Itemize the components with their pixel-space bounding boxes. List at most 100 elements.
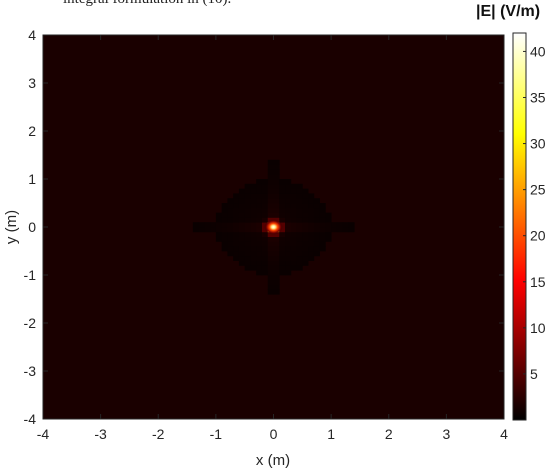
heatmap-cell [267,179,274,185]
heatmap-cell [267,164,274,170]
heatmap-cell [279,198,286,204]
heatmap-cell [313,217,320,223]
heatmap-cell [313,246,320,252]
y-tick-label: 0 [28,219,36,235]
heatmap-cell [279,265,286,271]
heatmap-cell [244,241,251,247]
heatmap-cell [261,193,269,199]
heatmap-cell [261,236,269,242]
heatmap-cell [198,227,205,233]
heatmap-cell [267,236,274,242]
heatmap-cell [313,241,320,247]
heatmap-cell [290,260,297,266]
colorbar-tick-label: 20 [530,228,546,244]
heatmap-cell [296,193,303,199]
heatmap-cell [279,212,286,218]
heatmap-cell [273,241,280,247]
heatmap-cell [256,207,263,213]
heatmap-cell [296,231,303,237]
heatmap-cell [227,212,234,218]
heatmap-cell [308,227,315,233]
heatmap-cell [221,222,228,228]
heatmap-cell [267,169,274,175]
heatmap-cell [244,255,251,261]
heatmap-cell [302,231,309,237]
heatmap-cell [313,231,320,237]
heatmap-cell [273,169,280,175]
heatmap-cell [256,217,263,223]
x-axis-label: x (m) [256,452,290,469]
heatmap-cell [256,251,263,257]
x-tick-label: 2 [385,426,393,442]
heatmap-cell [302,217,309,223]
heatmap-cell [250,207,257,213]
heatmap-cell [285,212,292,218]
heatmap-cell [261,265,269,271]
heatmap-cell [279,207,286,213]
heatmap-cell [290,217,297,223]
heatmap-cell [290,265,297,271]
heatmap-cell [296,217,303,223]
heatmap-cell [244,251,251,257]
heatmap-cell [227,207,234,213]
caption-text: integral formulation in (10). [63,0,231,8]
heatmap-cell [227,203,234,209]
x-axis: -4 -3 -2 -1 0 1 2 3 4 [37,35,508,442]
heatmap-cell [244,217,251,223]
heatmap-cell [331,222,338,228]
heatmap-cell [250,231,257,237]
heatmap-cell [233,207,240,213]
heatmap-cell [325,236,332,242]
heatmap-cell [290,241,297,247]
heatmap-cell [244,212,251,218]
heatmap-cell [319,207,326,213]
heatmap-cell [279,246,286,252]
heatmap-cell [244,207,251,213]
heatmap-cell [296,251,303,257]
heatmap-cell [285,222,292,228]
colorbar-tick-label: 10 [530,320,546,336]
heatmap-cell [302,251,309,257]
heatmap-cell [244,265,251,271]
heatmap-cell [285,265,292,271]
heatmap-cell [256,188,263,194]
x-tick-label: -4 [37,426,50,442]
heatmap-cell [290,183,297,189]
heatmap-cell [308,193,315,199]
heatmap-cell [273,236,280,242]
heatmap-cell [261,179,269,185]
heatmap-cell [290,203,297,209]
heatmap-cell [244,183,251,189]
heatmap-cell [313,212,320,218]
heatmap-cell [296,236,303,242]
heatmap-cell [285,270,292,276]
heatmap-cell [319,222,326,228]
heatmap-cell [302,241,309,247]
heatmap-cell [238,227,246,233]
heatmap-cell [244,260,251,266]
heatmap-cell [238,203,246,209]
heatmap-cell [279,179,286,185]
heatmap-cell [261,246,269,252]
heatmap-cell [279,203,286,209]
y-tick-label: 3 [28,75,36,91]
heatmap-cell [233,246,240,252]
heatmap-cell [308,236,315,242]
heatmap-cell [342,222,349,228]
heatmap-cell [285,207,292,213]
heatmap-cell [238,241,246,247]
heatmap-cell [273,188,280,194]
heatmap-cell [296,198,303,204]
heatmap-cell [313,227,320,233]
heatmap-cell [244,231,251,237]
heatmap-cell [273,203,280,209]
y-tick-label: 2 [28,123,36,139]
heatmap-cell [238,212,246,218]
heatmap-cell [244,198,251,204]
heatmap-cell [250,251,257,257]
heatmap-cell [267,275,274,281]
heatmap-cell [227,241,234,247]
heatmap-cell [302,212,309,218]
colorbar-ticks: 5 10 15 20 25 30 35 40 [523,43,546,382]
